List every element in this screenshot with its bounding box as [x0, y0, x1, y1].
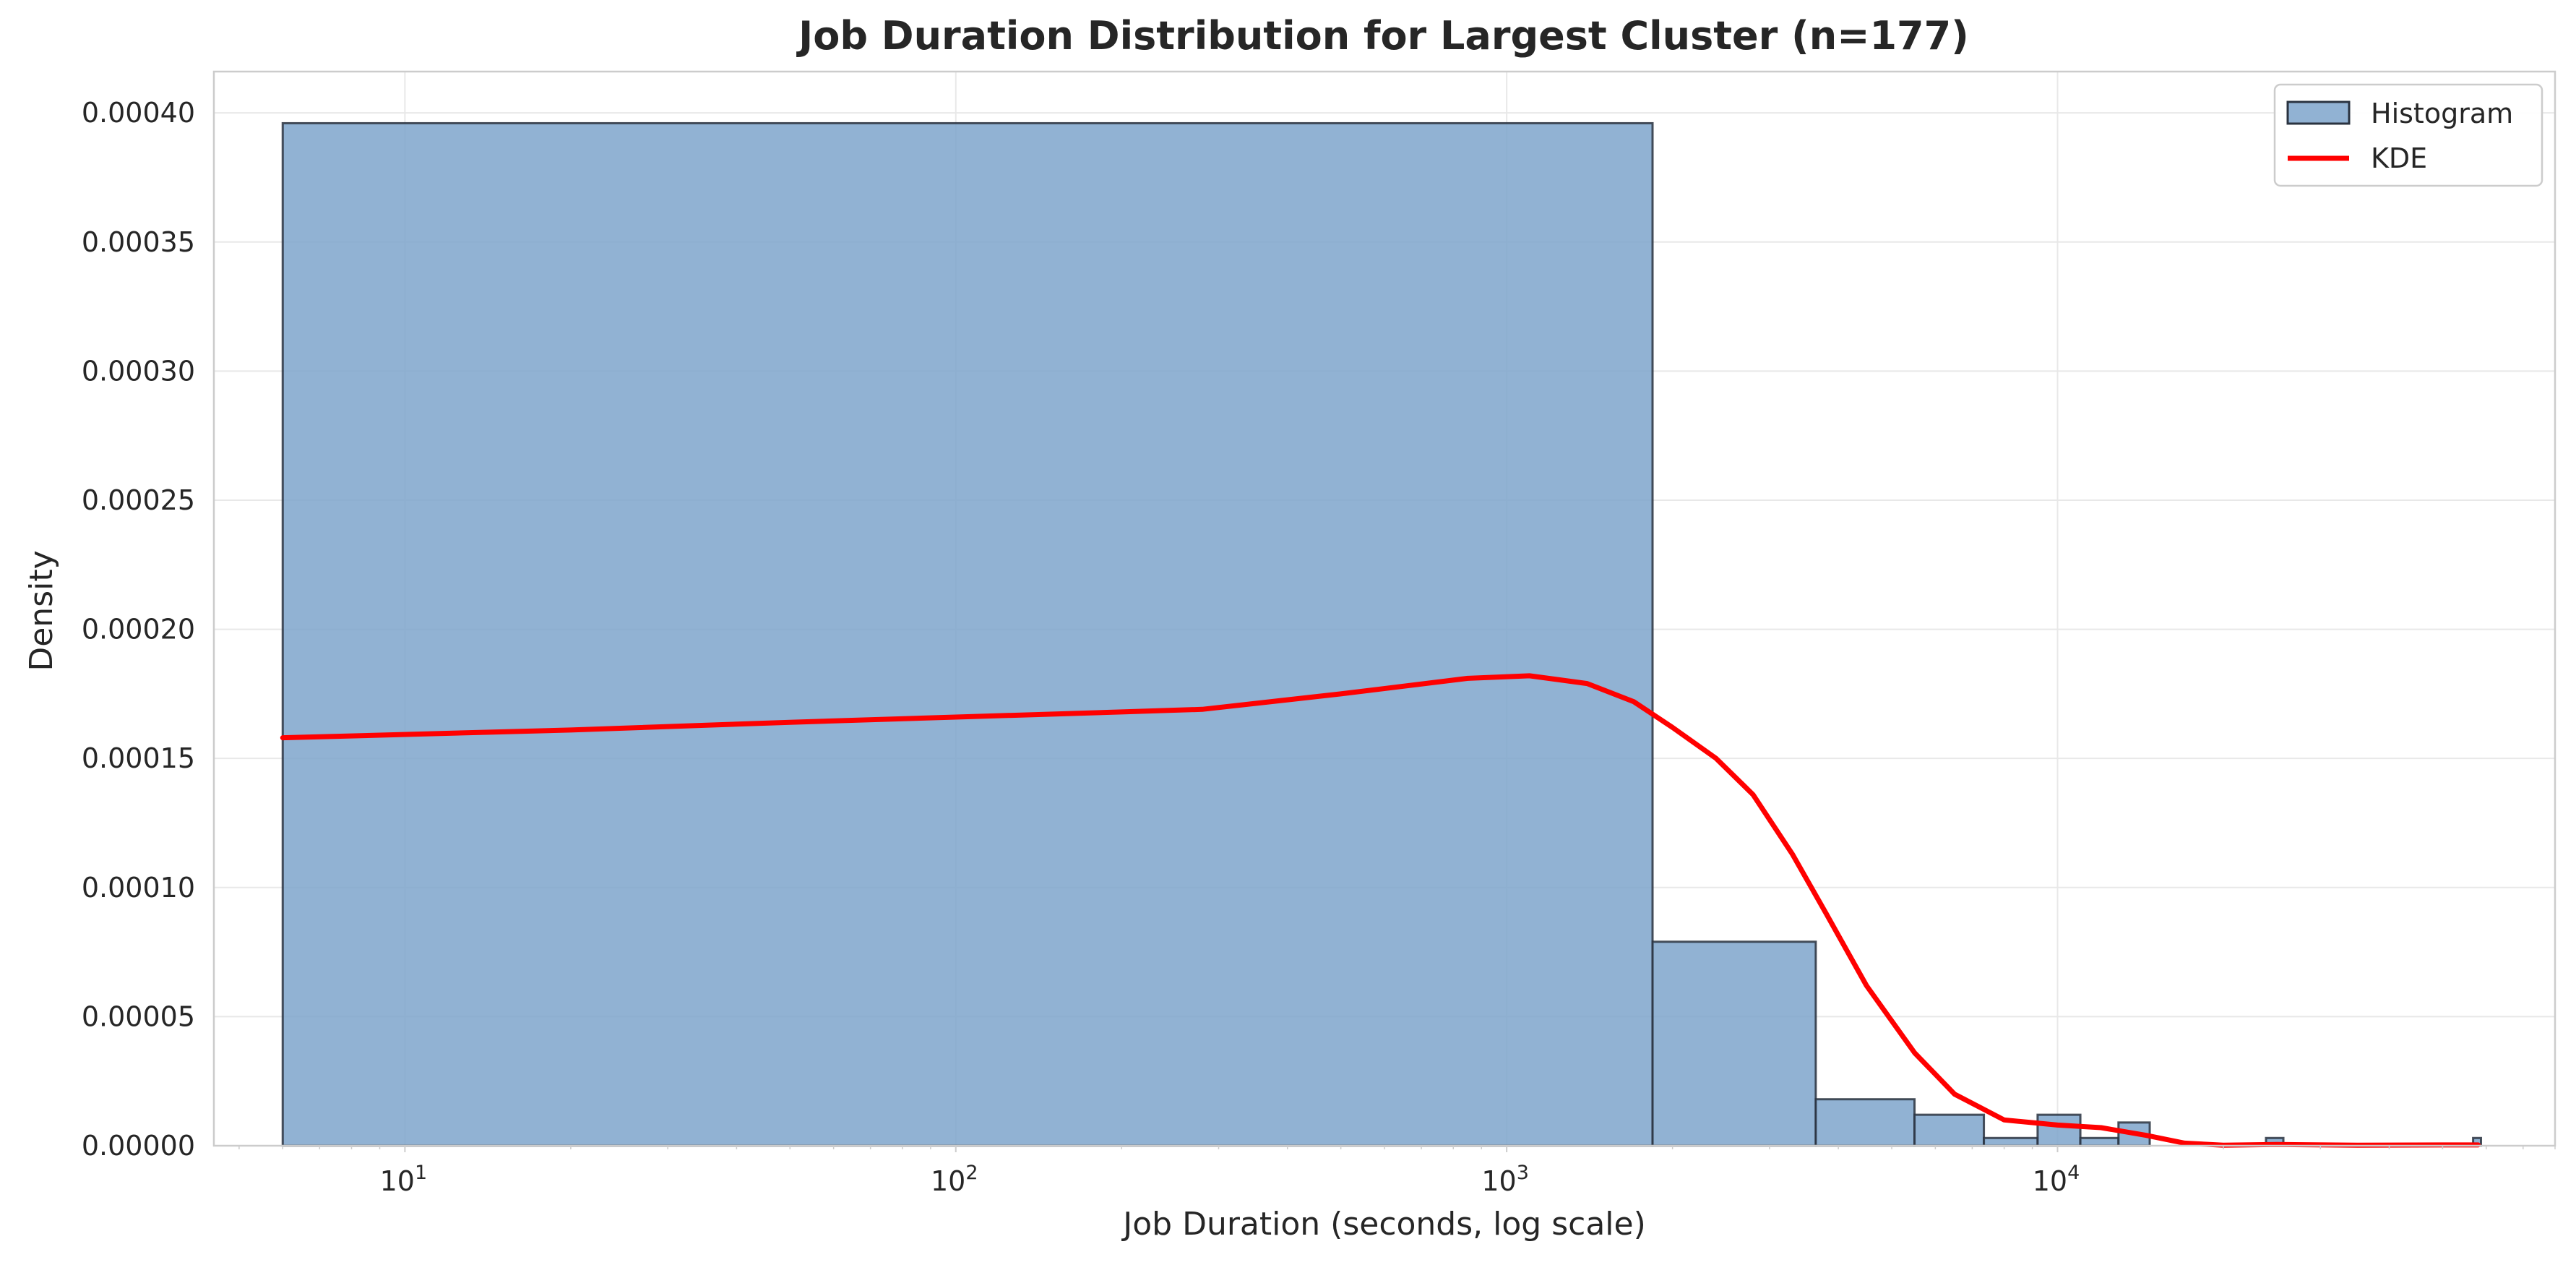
x-tick-label: 103 — [1481, 1162, 1529, 1197]
legend-label-kde: KDE — [2371, 142, 2427, 174]
x-axis-ticks: 101 102 103 104 — [238, 1146, 2556, 1197]
y-tick-label: 0.00000 — [82, 1130, 195, 1162]
legend-label-histogram: Histogram — [2371, 98, 2513, 129]
histogram-bars — [281, 121, 2482, 1147]
kde-line-group — [280, 673, 2481, 1148]
legend-swatch-histogram — [2286, 100, 2351, 125]
histogram-bar — [1913, 1113, 1986, 1147]
y-tick-label: 0.00040 — [82, 97, 195, 129]
y-axis-ticks: 0.00000 0.00005 0.00010 0.00015 0.00020 0.000… — [82, 97, 195, 1162]
y-axis-label: Density — [23, 550, 60, 671]
chart-title: Job Duration Distribution for Largest Cl… — [796, 13, 1969, 59]
histogram-bar — [2079, 1136, 2120, 1147]
y-tick-label: 0.00025 — [82, 484, 195, 516]
histogram-bar — [1651, 940, 1817, 1147]
y-tick-label: 0.00030 — [82, 355, 195, 387]
x-tick-label: 101 — [380, 1162, 428, 1197]
x-axis-label: Job Duration (seconds, log scale) — [1121, 1206, 1646, 1243]
histogram-bar — [1814, 1098, 1916, 1147]
y-tick-label: 0.00035 — [82, 226, 195, 258]
histogram-bar — [281, 121, 1654, 1147]
y-tick-label: 0.00005 — [82, 1000, 195, 1032]
y-tick-label: 0.00015 — [82, 742, 195, 774]
kde-line — [280, 673, 2481, 1148]
x-tick-label: 102 — [931, 1162, 978, 1197]
histogram-bar — [2036, 1113, 2082, 1147]
legend: Histogram KDE — [2273, 83, 2543, 187]
y-tick-label: 0.00020 — [82, 614, 195, 646]
x-tick-label: 104 — [2033, 1162, 2080, 1197]
y-tick-label: 0.00010 — [82, 872, 195, 904]
histogram-bar — [1983, 1136, 2039, 1147]
